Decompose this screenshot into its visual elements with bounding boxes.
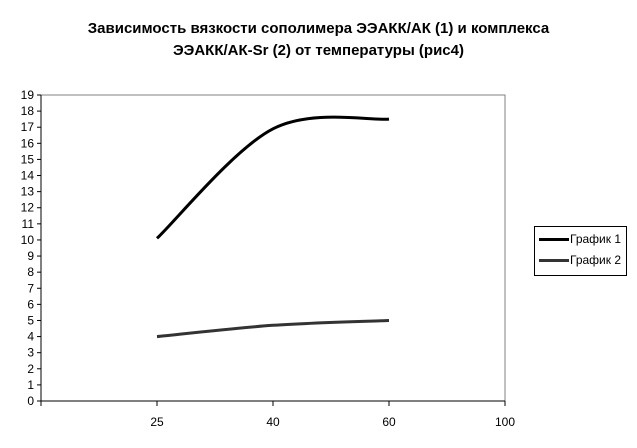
- y-tick-label: 13: [21, 185, 35, 199]
- chart-title-line-2: ЭЭАКК/АК-Sr (2) от температуры (рис4): [172, 42, 464, 59]
- y-tick-label: 0: [27, 394, 34, 408]
- legend-label-2: График 2: [570, 253, 622, 267]
- y-tick-label: 2: [27, 362, 34, 376]
- legend-item-1: График 1: [539, 231, 621, 247]
- y-tick-label: 8: [27, 265, 34, 279]
- legend-item-2: График 2: [539, 252, 621, 268]
- y-tick-label: 7: [27, 281, 34, 295]
- legend-swatch-1: [539, 237, 569, 241]
- y-tick-label: 3: [27, 346, 34, 360]
- y-tick-label: 19: [21, 88, 35, 102]
- y-tick-label: 5: [27, 313, 34, 327]
- plot-area: [40, 94, 506, 402]
- x-tick-label: 25: [150, 415, 164, 429]
- y-tick-label: 1: [27, 378, 34, 392]
- y-tick-label: 11: [22, 217, 35, 231]
- legend-swatch-2: [539, 258, 569, 262]
- x-tick-label: 60: [382, 415, 396, 429]
- y-tick-label: 12: [21, 201, 35, 215]
- y-tick-label: 6: [27, 297, 34, 311]
- legend-label-1: График 1: [570, 232, 622, 246]
- x-tick-label: 100: [495, 415, 515, 429]
- x-tick-label: 40: [266, 415, 280, 429]
- y-tick-label: 14: [21, 169, 35, 183]
- y-tick-label: 17: [21, 120, 35, 134]
- y-tick-label: 16: [21, 136, 35, 150]
- y-tick-label: 18: [21, 104, 35, 118]
- y-tick-label: 10: [21, 233, 35, 247]
- y-tick-label: 4: [27, 330, 34, 344]
- series-line-1: [155, 115, 390, 240]
- y-tick-label: 9: [27, 249, 34, 263]
- legend: График 1 График 2: [534, 226, 627, 276]
- series-line-2: [156, 318, 390, 339]
- chart-title-line-1: Зависимость вязкости сополимера ЭЭАКК/АК…: [87, 20, 550, 37]
- y-tick-label: 15: [21, 152, 35, 166]
